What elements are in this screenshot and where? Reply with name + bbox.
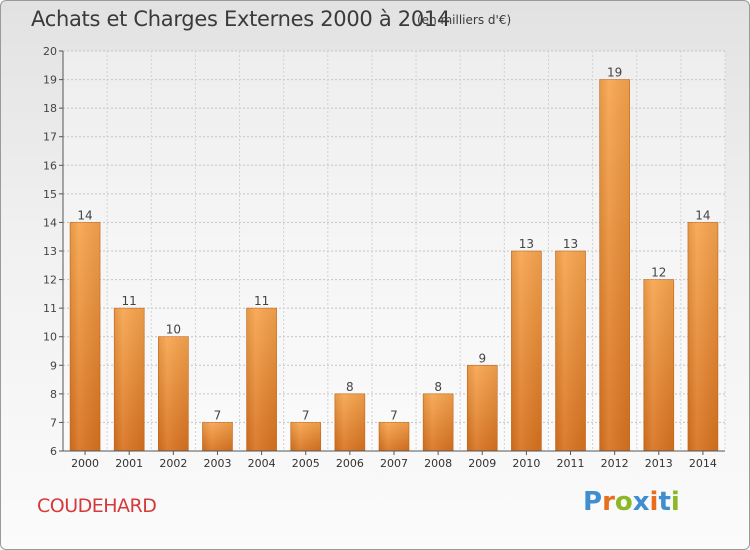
logo-letter: i — [649, 487, 659, 517]
y-tick-label: 7 — [50, 416, 57, 429]
bar-shade — [643, 279, 674, 451]
bar-2010: 13 — [511, 237, 542, 452]
y-tick-label: 16 — [43, 159, 57, 172]
bar-shade — [202, 422, 233, 451]
bar-2003: 7 — [202, 408, 233, 452]
x-tick-label: 2002 — [159, 457, 187, 470]
bar-2014: 14 — [687, 208, 719, 452]
logo-letter: x — [632, 487, 650, 517]
bar-2007: 7 — [378, 408, 410, 452]
bar-shade — [70, 222, 101, 451]
bar-value-label: 8 — [434, 380, 442, 394]
bar-2001: 11 — [113, 294, 145, 452]
bar-value-label: 11 — [122, 294, 137, 308]
y-tick-label: 6 — [50, 445, 57, 458]
bar-shade — [555, 251, 586, 451]
bar-shade — [687, 222, 718, 451]
chart-unit: (en milliers d'€) — [417, 13, 512, 27]
y-tick-label: 17 — [43, 131, 57, 144]
commune-name: COUDEHARD — [37, 495, 157, 517]
bar-shade — [467, 365, 498, 451]
x-tick-label: 2001 — [115, 457, 143, 470]
bar-2000: 14 — [69, 208, 101, 452]
bar-2005: 7 — [290, 408, 322, 452]
logo-letter: o — [614, 487, 633, 517]
x-tick-label: 2000 — [71, 457, 99, 470]
y-tick-label: 9 — [50, 359, 57, 372]
bar-value-label: 12 — [651, 266, 666, 280]
y-tick-label: 15 — [43, 188, 57, 201]
bar-value-label: 7 — [214, 408, 222, 422]
bar-value-label: 13 — [519, 237, 534, 251]
logo-letter: t — [658, 487, 671, 517]
bar-shade — [511, 251, 542, 451]
bar-2009: 9 — [466, 351, 498, 452]
bar-value-label: 19 — [607, 66, 622, 80]
y-tick-label: 20 — [43, 45, 57, 58]
proxiti-logo: Proxiti — [583, 487, 680, 517]
bar-shade — [599, 79, 630, 452]
bar-shade — [114, 308, 145, 451]
x-tick-label: 2011 — [557, 457, 585, 470]
x-tick-label: 2013 — [645, 457, 673, 470]
x-tick-label: 2012 — [601, 457, 629, 470]
x-tick-label: 2006 — [336, 457, 364, 470]
bar-value-label: 14 — [695, 208, 710, 222]
bar-shade — [423, 393, 454, 451]
bar-value-label: 13 — [563, 237, 578, 251]
bar-2008: 8 — [422, 380, 454, 452]
x-tick-label: 2003 — [203, 457, 231, 470]
bar-shade — [379, 422, 409, 451]
x-tick-label: 2009 — [468, 457, 496, 470]
x-tick-label: 2005 — [292, 457, 320, 470]
y-tick-label: 13 — [43, 245, 57, 258]
logo-letter: r — [602, 487, 615, 517]
y-tick-label: 8 — [50, 388, 57, 401]
bar-shade — [334, 393, 365, 451]
y-tick-label: 19 — [43, 74, 57, 87]
bar-2006: 8 — [334, 380, 366, 452]
x-tick-label: 2010 — [512, 457, 540, 470]
bar-value-label: 11 — [254, 294, 269, 308]
bar-value-label: 7 — [390, 408, 398, 422]
x-tick-label: 2008 — [424, 457, 452, 470]
logo-letter: i — [670, 487, 680, 517]
bar-value-label: 14 — [77, 208, 92, 222]
y-tick-label: 12 — [43, 274, 57, 287]
bar-shade — [246, 308, 277, 451]
bar-value-label: 8 — [346, 380, 354, 394]
y-tick-label: 10 — [43, 331, 57, 344]
bar-2012: 19 — [599, 66, 630, 452]
bar-2011: 13 — [555, 237, 586, 452]
x-tick-label: 2007 — [380, 457, 408, 470]
bar-value-label: 9 — [478, 351, 486, 365]
bar-2002: 10 — [158, 323, 189, 452]
x-tick-label: 2004 — [248, 457, 276, 470]
y-tick-label: 14 — [43, 216, 57, 229]
bar-value-label: 7 — [302, 408, 310, 422]
bar-shade — [290, 422, 321, 451]
bar-2004: 11 — [246, 294, 277, 452]
bar-2013: 12 — [643, 266, 675, 452]
y-tick-label: 18 — [43, 102, 57, 115]
bar-shade — [158, 336, 189, 451]
bar-value-label: 10 — [166, 323, 181, 337]
logo-letter: P — [583, 487, 603, 517]
x-tick-label: 2014 — [689, 457, 717, 470]
chart-title: Achats et Charges Externes 2000 à 2014 — [31, 7, 451, 31]
y-tick-label: 11 — [43, 302, 57, 315]
